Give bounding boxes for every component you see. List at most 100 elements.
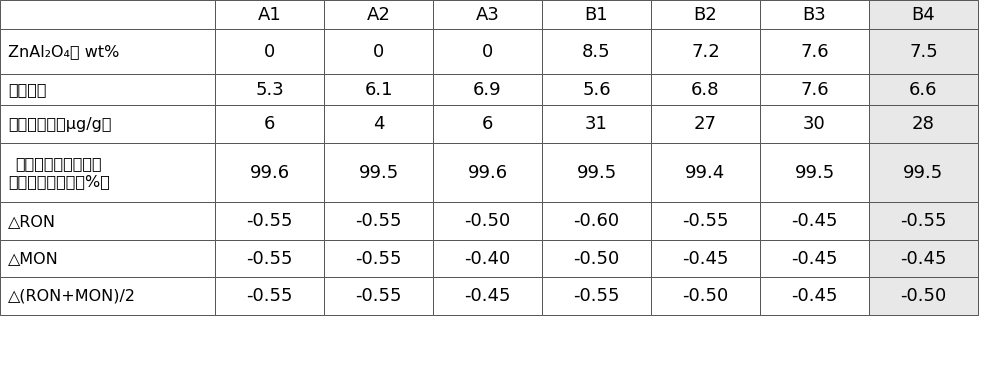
Bar: [433, 29, 542, 74]
Bar: [433, 74, 542, 105]
Bar: [542, 202, 651, 240]
Bar: [0, 29, 215, 74]
Text: 7.2: 7.2: [691, 43, 720, 61]
Text: -0.50: -0.50: [464, 212, 511, 230]
Text: -0.55: -0.55: [246, 212, 293, 230]
Text: ZnAl₂O₄， wt%: ZnAl₂O₄， wt%: [8, 44, 119, 59]
Bar: [215, 143, 324, 202]
Bar: [324, 74, 433, 105]
Text: A3: A3: [476, 6, 499, 24]
Text: 99.6: 99.6: [467, 164, 508, 182]
Bar: [651, 240, 760, 277]
Text: -0.55: -0.55: [682, 212, 729, 230]
Text: -0.50: -0.50: [682, 287, 729, 305]
Bar: [760, 29, 869, 74]
Text: -0.45: -0.45: [682, 250, 729, 268]
Text: 6.6: 6.6: [909, 81, 938, 99]
Bar: [651, 143, 760, 202]
Text: 4: 4: [373, 115, 384, 133]
Text: -0.55: -0.55: [246, 250, 293, 268]
Bar: [760, 0, 869, 29]
Bar: [869, 143, 978, 202]
Bar: [215, 202, 324, 240]
Text: A2: A2: [367, 6, 390, 24]
Text: A1: A1: [258, 6, 281, 24]
Bar: [869, 105, 978, 143]
Bar: [324, 277, 433, 315]
Bar: [760, 105, 869, 143]
Text: 31: 31: [585, 115, 608, 133]
Text: 7.5: 7.5: [909, 43, 938, 61]
Text: -0.45: -0.45: [464, 287, 511, 305]
Text: -0.40: -0.40: [464, 250, 511, 268]
Text: △RON: △RON: [8, 214, 56, 229]
Bar: [0, 202, 215, 240]
Text: 99.5: 99.5: [794, 164, 835, 182]
Bar: [542, 105, 651, 143]
Bar: [542, 277, 651, 315]
Bar: [651, 29, 760, 74]
Bar: [760, 202, 869, 240]
Bar: [215, 74, 324, 105]
Bar: [869, 29, 978, 74]
Bar: [542, 0, 651, 29]
Bar: [433, 143, 542, 202]
Text: 6.9: 6.9: [473, 81, 502, 99]
Bar: [324, 105, 433, 143]
Bar: [869, 240, 978, 277]
Bar: [0, 240, 215, 277]
Text: 产品硫含量（μg/g）: 产品硫含量（μg/g）: [8, 117, 112, 132]
Text: 99.4: 99.4: [685, 164, 726, 182]
Text: 5.3: 5.3: [255, 81, 284, 99]
Bar: [215, 277, 324, 315]
Bar: [215, 0, 324, 29]
Bar: [869, 74, 978, 105]
Bar: [215, 105, 324, 143]
Text: △MON: △MON: [8, 251, 59, 266]
Bar: [0, 74, 215, 105]
Bar: [433, 202, 542, 240]
Text: 0: 0: [264, 43, 275, 61]
Bar: [869, 202, 978, 240]
Bar: [433, 240, 542, 277]
Text: 磨损指数: 磨损指数: [8, 82, 46, 97]
Text: 99.5: 99.5: [903, 164, 944, 182]
Text: 8.5: 8.5: [582, 43, 611, 61]
Bar: [760, 74, 869, 105]
Text: △(RON+MON)/2: △(RON+MON)/2: [8, 289, 136, 304]
Bar: [760, 143, 869, 202]
Text: -0.55: -0.55: [246, 287, 293, 305]
Bar: [324, 240, 433, 277]
Text: B2: B2: [694, 6, 717, 24]
Bar: [324, 0, 433, 29]
Text: 脱硫偶化剂稳定后的
产品汽油的收率（%）: 脱硫偶化剂稳定后的 产品汽油的收率（%）: [8, 156, 110, 190]
Text: -0.55: -0.55: [355, 250, 402, 268]
Bar: [0, 143, 215, 202]
Bar: [433, 105, 542, 143]
Bar: [0, 105, 215, 143]
Bar: [433, 277, 542, 315]
Text: 99.5: 99.5: [576, 164, 617, 182]
Bar: [324, 143, 433, 202]
Bar: [542, 29, 651, 74]
Text: -0.55: -0.55: [900, 212, 947, 230]
Bar: [215, 29, 324, 74]
Text: 0: 0: [482, 43, 493, 61]
Text: 6.1: 6.1: [364, 81, 393, 99]
Bar: [651, 0, 760, 29]
Bar: [0, 277, 215, 315]
Text: 30: 30: [803, 115, 826, 133]
Text: -0.60: -0.60: [573, 212, 620, 230]
Text: -0.50: -0.50: [573, 250, 620, 268]
Text: -0.55: -0.55: [573, 287, 620, 305]
Bar: [760, 240, 869, 277]
Text: 7.6: 7.6: [800, 43, 829, 61]
Bar: [869, 0, 978, 29]
Text: 99.5: 99.5: [358, 164, 399, 182]
Bar: [651, 74, 760, 105]
Bar: [651, 105, 760, 143]
Text: -0.45: -0.45: [791, 250, 838, 268]
Bar: [651, 277, 760, 315]
Bar: [542, 143, 651, 202]
Text: -0.45: -0.45: [791, 212, 838, 230]
